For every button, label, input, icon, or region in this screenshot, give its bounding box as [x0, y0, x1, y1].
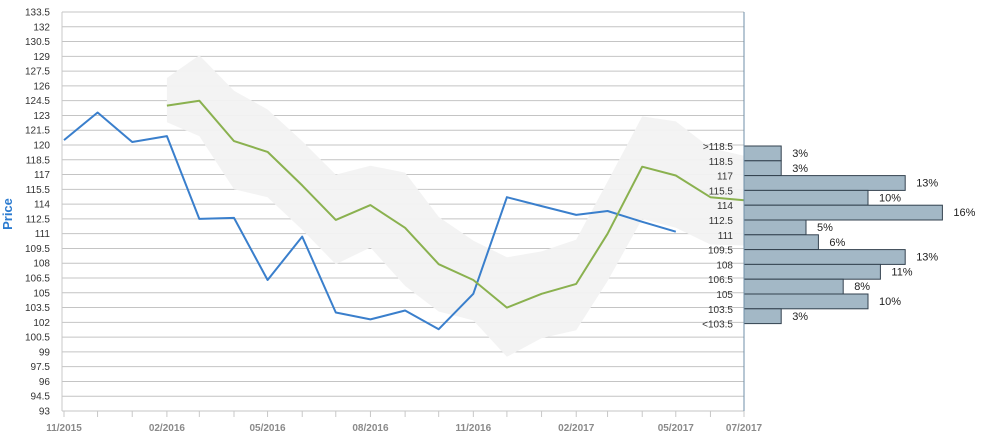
x-tick-label: 05/2016	[249, 423, 286, 434]
distribution-bar	[743, 189, 869, 206]
distribution-bar-percent: 16%	[953, 207, 975, 219]
y-axis-label: Price	[0, 198, 15, 230]
series-line-1	[63, 111, 677, 331]
distribution-bar-percent: 6%	[829, 237, 845, 249]
series-lines	[63, 99, 780, 331]
distribution-bin-label: 117	[717, 172, 733, 183]
distribution-bar	[743, 234, 819, 251]
distribution-bar-percent: 3%	[792, 311, 808, 323]
distribution-bin-label: 115.5	[709, 186, 734, 197]
distribution-bar-percent: 10%	[879, 296, 901, 308]
y-tick-label: 99	[39, 347, 51, 358]
y-tick-label: 114	[34, 200, 50, 211]
y-tick-label: 126	[33, 81, 50, 92]
distribution-bin-label: 103.5	[708, 305, 733, 316]
y-tick-label: 132	[33, 22, 50, 33]
y-tick-labels: 133.5 132 130.5 129 127.5 126 124.5 123 121.5 120…	[25, 8, 50, 418]
y-tick-label: 127.5	[25, 67, 50, 78]
distribution-bar	[743, 145, 782, 162]
distribution-bar-percent: 3%	[792, 163, 808, 175]
y-tick-label: 103.5	[25, 303, 50, 314]
x-tick-label: 07/2017	[726, 423, 763, 434]
distribution-bar	[743, 263, 881, 280]
axes	[61, 12, 745, 417]
y-tick-label: 117	[34, 170, 50, 181]
distribution-bin-label: >118.5	[703, 142, 734, 153]
distribution-bar-percent: 11%	[891, 266, 912, 278]
distribution-bar-percent: 5%	[817, 222, 833, 234]
y-tick-label: 108	[33, 259, 50, 270]
distribution-bin-label: 112.5	[709, 216, 734, 227]
y-tick-label: 97.5	[31, 362, 51, 373]
distribution-bar	[743, 219, 807, 236]
forecast-band	[166, 55, 779, 357]
y-tick-label: 115.5	[26, 185, 51, 196]
y-tick-label: 120	[33, 141, 50, 152]
distribution-bin-label: 118.5	[709, 157, 734, 168]
distribution-bin-label: <103.5	[702, 320, 733, 331]
y-tick-label: 102	[33, 318, 50, 329]
x-tick-label: 11/2015	[46, 423, 82, 434]
y-tick-label: 121.5	[25, 126, 50, 137]
y-tick-label: 129	[33, 52, 50, 63]
y-tick-label: 123	[33, 111, 50, 122]
y-tick-label: 100.5	[25, 333, 50, 344]
y-tick-label: 118.5	[26, 155, 51, 166]
y-tick-label: 93	[39, 407, 51, 418]
confidence-band	[166, 55, 779, 357]
y-tick-label: 124.5	[25, 96, 50, 107]
distribution-bin-label: 105	[716, 290, 733, 301]
y-tick-label: 94.5	[31, 392, 51, 403]
y-tick-label: 133.5	[25, 8, 50, 19]
distribution-bar-percent: 8%	[854, 281, 870, 293]
distribution-bar	[743, 308, 782, 325]
distribution-bar-percent: 13%	[916, 178, 938, 190]
distribution-bin-label: 109.5	[708, 246, 733, 257]
distribution-bar-percent: 3%	[792, 148, 808, 160]
distribution-bin-label: 114	[717, 201, 733, 212]
distribution-bar	[743, 204, 943, 221]
x-tick-label: 08/2016	[352, 423, 389, 434]
series-line-2	[166, 99, 780, 309]
y-tick-label: 130.5	[25, 37, 50, 48]
distribution-bar-percent: 10%	[879, 192, 901, 204]
y-tick-label: 112.5	[26, 214, 51, 225]
distribution-bar	[743, 249, 906, 265]
distribution-bar	[743, 278, 844, 295]
distribution-bar	[743, 293, 869, 310]
x-tick-label: 02/2016	[149, 423, 186, 434]
distribution-bar-percent: 13%	[916, 252, 938, 264]
distribution-bin-label: 108	[716, 260, 733, 271]
distribution-bin-label: 106.5	[708, 275, 733, 286]
y-tick-label: 106.5	[25, 274, 50, 285]
x-tick-label: 11/2016	[456, 423, 492, 434]
y-tick-label: 96	[39, 377, 51, 388]
x-tick-label: 05/2017	[658, 423, 695, 434]
distribution-bar	[743, 160, 782, 177]
x-tick-label: 02/2017	[558, 423, 595, 434]
y-tick-label: 111	[35, 229, 51, 240]
distribution-bar	[743, 175, 906, 191]
y-tick-label: 109.5	[25, 244, 50, 255]
x-tick-labels: 11/2015 02/2016 05/2016 08/2016 11/2016 02/20…	[46, 423, 762, 434]
distribution-bin-label: 111	[718, 231, 734, 242]
y-tick-label: 105	[33, 288, 50, 299]
